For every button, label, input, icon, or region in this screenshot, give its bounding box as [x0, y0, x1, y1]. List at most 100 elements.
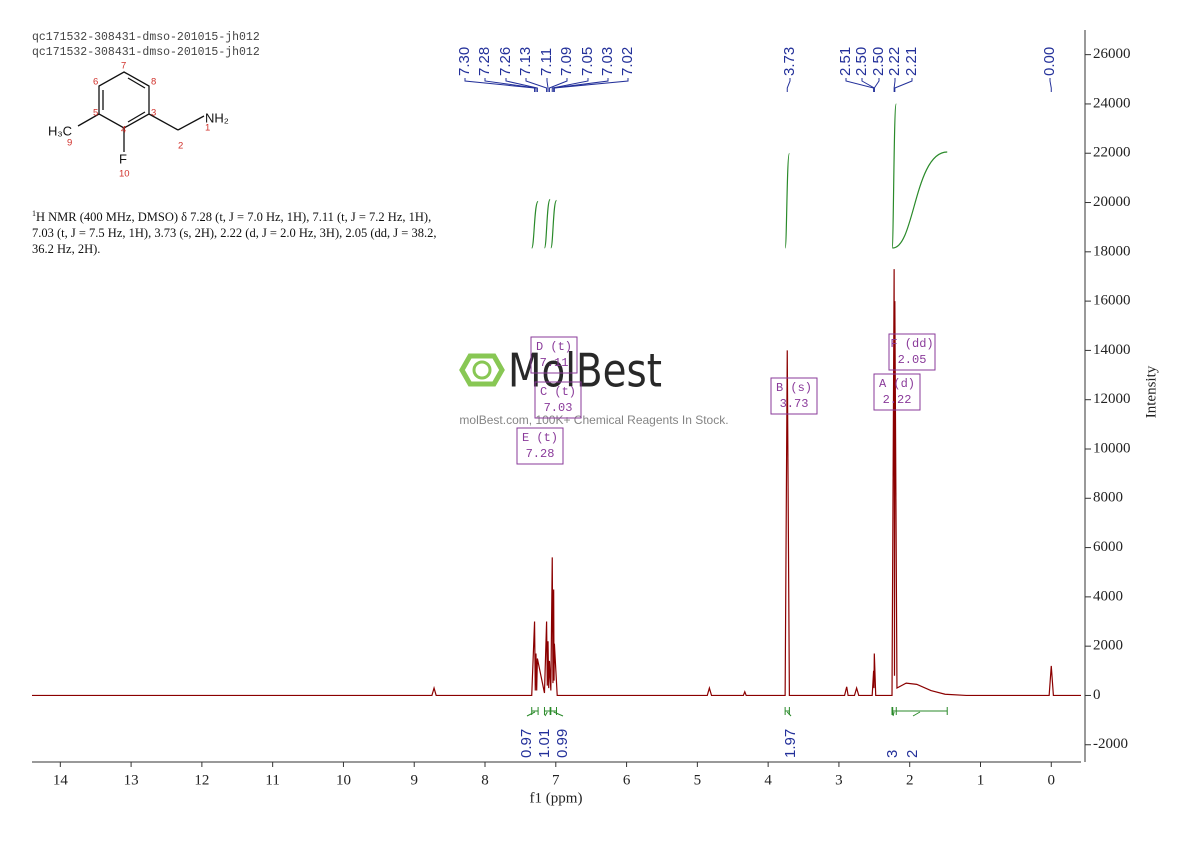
integral-connector [544, 711, 548, 717]
y-tick-label: 2000 [1093, 638, 1123, 654]
bond [177, 115, 205, 131]
atom-number: 2 [178, 141, 183, 152]
peak-connector [786, 78, 791, 92]
x-tick-label: 7 [552, 772, 560, 788]
atom-number: 8 [151, 77, 156, 88]
atom-label: NH₂ [205, 110, 229, 125]
x-tick-label: 4 [764, 772, 772, 788]
integral-connector [892, 711, 895, 717]
y-tick-label: 0 [1093, 687, 1101, 703]
peak-label: 7.03 [599, 47, 616, 76]
y-axis-label: Intensity [1143, 365, 1159, 418]
x-tick-label: 9 [410, 772, 418, 788]
multiplet-shift: 7.11 [540, 356, 569, 370]
peak-connector [893, 78, 896, 92]
peak-connector [551, 78, 589, 92]
peak-label: 7.30 [456, 47, 473, 76]
x-tick-label: 13 [124, 772, 139, 788]
peak-connector [484, 78, 537, 92]
y-tick-label: 16000 [1093, 293, 1131, 309]
peak-connector [464, 78, 536, 92]
peak-label: 7.11 [538, 48, 555, 76]
peak-connector [861, 78, 875, 92]
x-tick-label: 8 [481, 772, 489, 788]
peak-label: 7.09 [558, 47, 575, 76]
bond [77, 113, 100, 127]
atom-label: H₃C [48, 123, 72, 138]
y-tick-label: 18000 [1093, 243, 1131, 259]
y-tick-label: 24000 [1093, 95, 1131, 111]
y-tick-label: 8000 [1093, 490, 1123, 506]
x-tick-label: 0 [1048, 772, 1056, 788]
multiplet-shift: 2.22 [883, 393, 912, 407]
logo [472, 360, 492, 380]
peak-connector [548, 78, 568, 92]
integral-label: 0.99 [554, 729, 571, 758]
peak-connector [873, 78, 880, 92]
bond [127, 111, 146, 123]
atom-number: 4 [121, 125, 126, 136]
integral-curve [531, 200, 539, 249]
multiplet-name: A (d) [879, 377, 915, 391]
peak-connector [553, 78, 629, 92]
multiplet-shift: 7.28 [526, 447, 555, 461]
watermark-brand: MolBest [508, 344, 662, 398]
x-tick-label: 6 [623, 772, 631, 788]
integral-connector [553, 711, 564, 717]
atom-label: F [119, 151, 127, 166]
peak-label: 3.73 [781, 47, 798, 76]
x-tick-label: 14 [53, 772, 69, 788]
y-tick-label: -2000 [1093, 736, 1128, 752]
integral-curve [784, 152, 790, 249]
multiplet-box [770, 377, 818, 415]
atom-number: 5 [93, 108, 98, 119]
integral-curve [891, 103, 897, 249]
x-tick-label: 3 [835, 772, 843, 788]
bond [148, 113, 179, 131]
integral-label: 1.97 [782, 729, 799, 758]
integral-curve [550, 199, 558, 249]
integral-curve [892, 151, 948, 249]
y-tick-label: 20000 [1093, 194, 1131, 210]
peak-label: 7.02 [619, 47, 636, 76]
peak-label: 2.21 [903, 47, 920, 76]
multiplet-box [873, 373, 921, 411]
x-tick-label: 1 [977, 772, 985, 788]
y-tick-label: 22000 [1093, 145, 1131, 161]
peak-connector [553, 78, 609, 92]
multiplet-name: F (dd) [890, 337, 933, 351]
integral-label: 0.97 [518, 729, 535, 758]
peak-connector [1049, 78, 1052, 92]
integral-connector [526, 711, 536, 717]
multiplet-shift: 7.03 [544, 401, 573, 415]
sample-id: qc171532-308431-dmso-201015-jh012 [32, 46, 260, 59]
y-tick-label: 26000 [1093, 46, 1131, 62]
x-tick-label: 11 [265, 772, 279, 788]
nmr-description: 1H NMR (400 MHz, DMSO) δ 7.28 (t, J = 7.… [32, 206, 452, 257]
multiplet-name: E (t) [522, 431, 558, 445]
atom-number: 1 [205, 123, 210, 134]
peak-label: 7.26 [497, 47, 514, 76]
multiplet-box [534, 381, 582, 419]
peak-label: 2.22 [886, 47, 903, 76]
x-tick-label: 5 [694, 772, 702, 788]
peak-label: 2.50 [853, 47, 870, 76]
ring [98, 71, 150, 129]
spectrum [32, 269, 1081, 697]
peak-connector [894, 78, 913, 92]
structure [77, 71, 205, 152]
integral-label: 3 [884, 750, 901, 758]
atom-number: 9 [67, 138, 72, 149]
peak-connector [505, 78, 538, 92]
peak-label: 2.50 [870, 47, 887, 76]
peak-connector [525, 78, 548, 92]
peak-connector [845, 78, 875, 92]
y-tick-label: 6000 [1093, 539, 1123, 555]
peak-label: 0.00 [1041, 47, 1058, 76]
peak-connector [546, 78, 549, 92]
x-tick-label: 2 [906, 772, 914, 788]
multiplet-box [888, 333, 936, 371]
integral-connector [912, 711, 921, 717]
y-tick-label: 14000 [1093, 342, 1131, 358]
atom-number: 3 [151, 108, 156, 119]
